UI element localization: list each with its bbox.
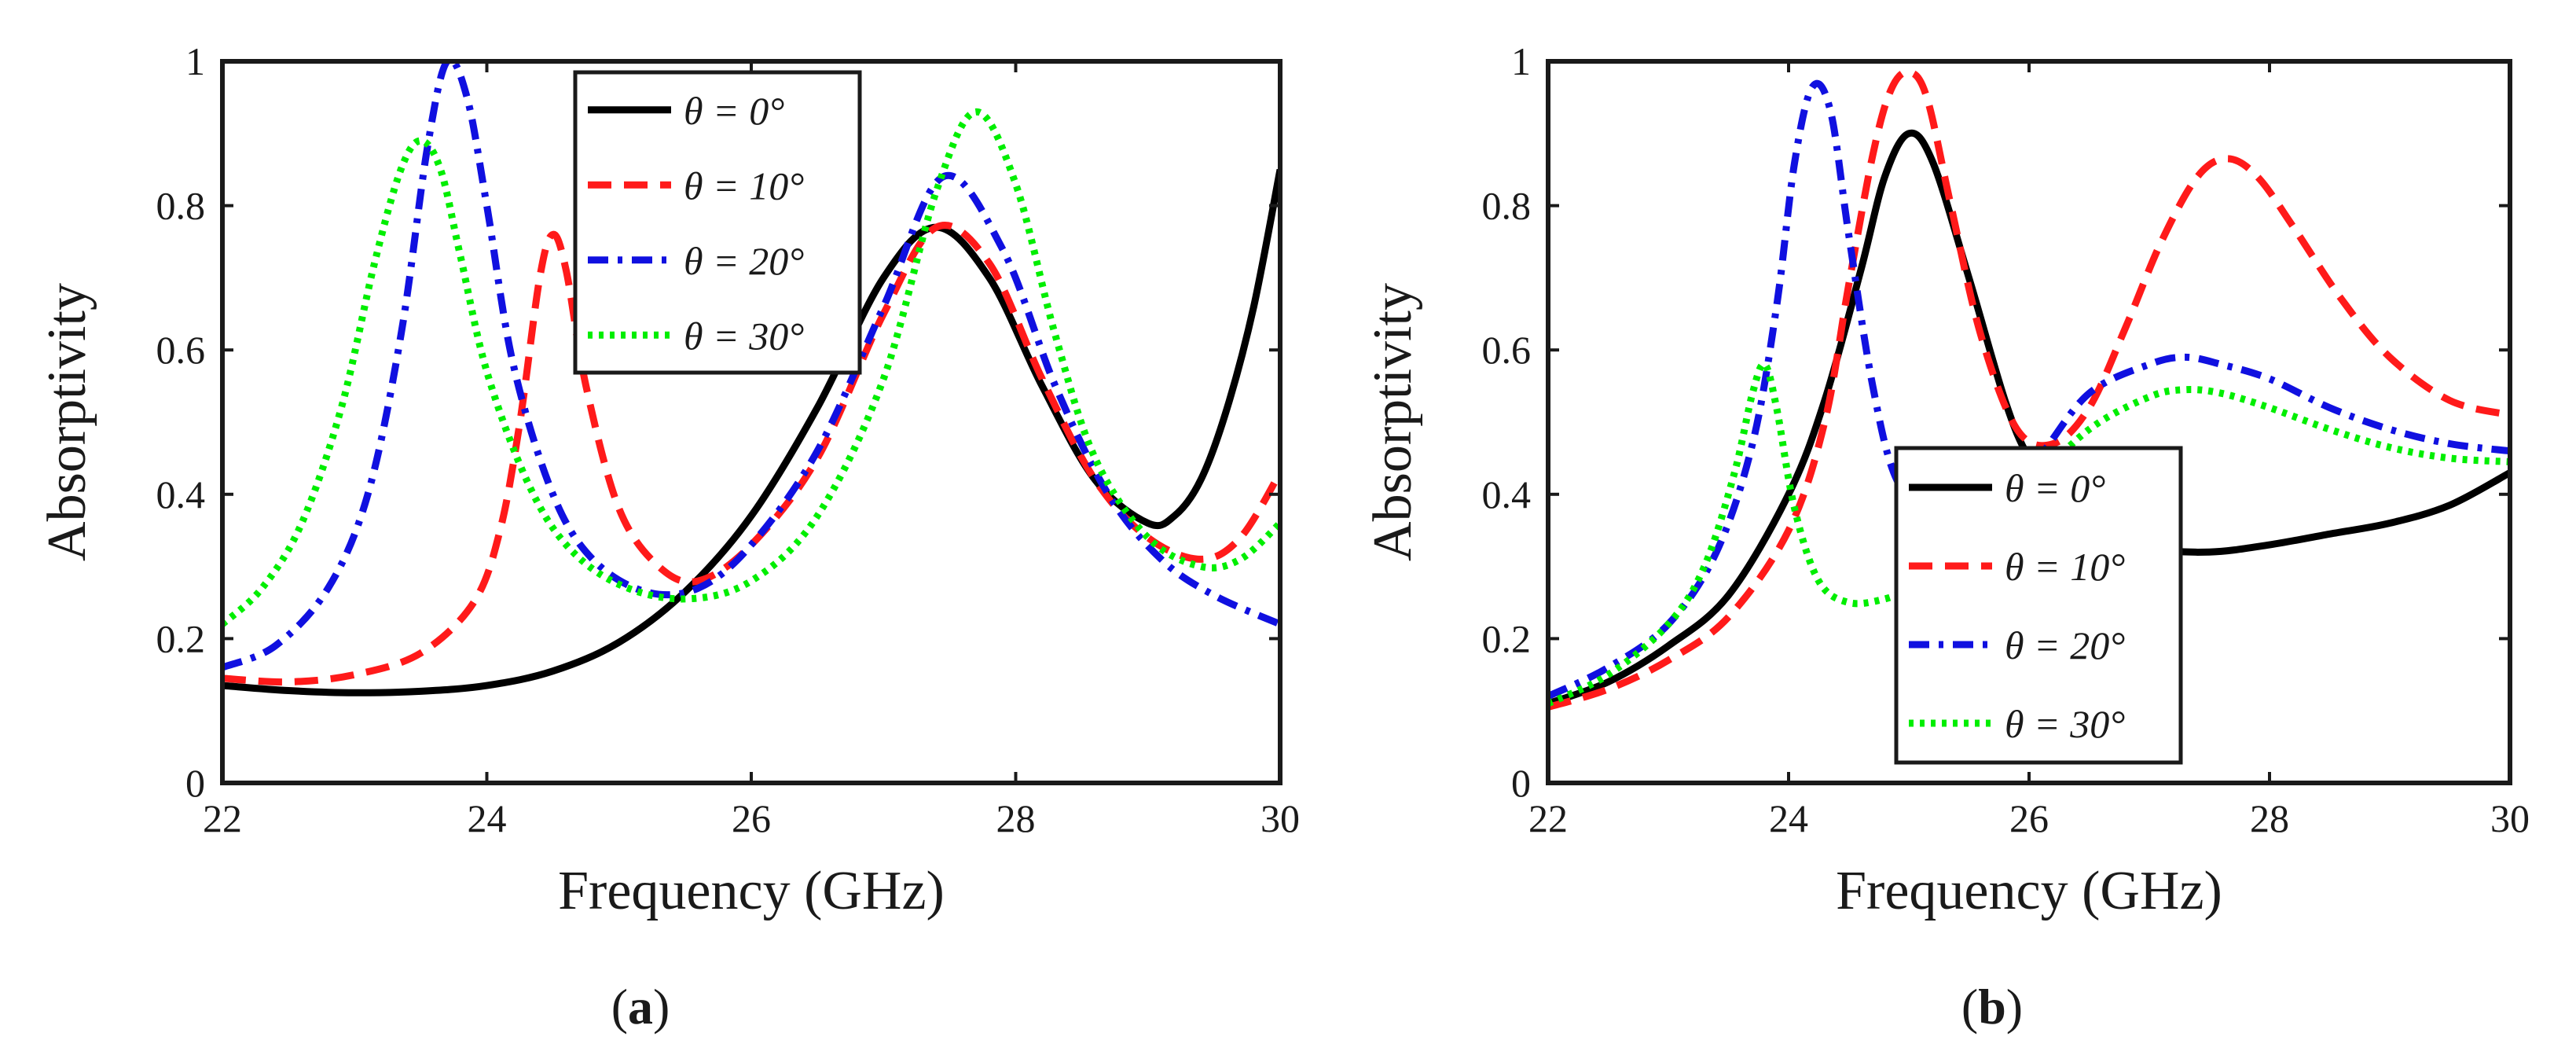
panel-label-open: ( — [1961, 979, 1978, 1034]
x-tick-label: 22 — [203, 796, 242, 840]
x-tick-label: 26 — [732, 796, 771, 840]
panel-label-letter: a — [628, 979, 653, 1034]
y-tick-label: 0.4 — [156, 472, 206, 516]
panel-label-close: ) — [653, 979, 670, 1034]
y-tick-label: 0.2 — [1482, 616, 1532, 660]
legend-label: θ = 30° — [684, 314, 804, 358]
series-line-theta-20 — [222, 61, 1280, 671]
x-axis-title: Frequency (GHz) — [1836, 861, 2222, 921]
x-tick-label: 24 — [1769, 796, 1808, 840]
panel-label-letter: b — [1978, 979, 2006, 1034]
legend-label: θ = 20° — [684, 239, 804, 283]
y-tick-label: 0.2 — [156, 616, 206, 660]
x-tick-label: 28 — [2250, 796, 2289, 840]
legend-label: θ = 30° — [2005, 702, 2125, 746]
legend-box — [573, 70, 862, 375]
y-tick-label: 0.8 — [1482, 184, 1532, 228]
panel-a: 22 24 26 28 30 0 0.2 0.4 0.6 0.8 1 Frequency (GHz) A… — [37, 39, 1300, 1034]
legend-label: θ = 10° — [684, 164, 804, 208]
series-line-theta-20 — [1548, 79, 2510, 700]
y-tick-label: 1 — [185, 39, 205, 83]
y-tick-label: 0.4 — [1482, 472, 1532, 516]
x-tick-label: 30 — [1260, 796, 1300, 840]
y-axis-title: Absorptivity — [37, 283, 97, 561]
series-line-theta-10 — [1548, 68, 2510, 711]
series-group — [222, 61, 1280, 696]
y-tick-label: 0.8 — [156, 184, 206, 228]
panel-label: (b) — [1961, 979, 2023, 1034]
y-tick-label: 1 — [1511, 39, 1531, 83]
x-axis-title: Frequency (GHz) — [558, 861, 945, 921]
legend-box — [1894, 446, 2183, 765]
legend-label: θ = 0° — [2005, 466, 2105, 510]
series-line-theta-10 — [222, 222, 1280, 686]
x-tick-label: 28 — [996, 796, 1036, 840]
series-line-theta-30 — [222, 108, 1280, 627]
legend: θ = 0° θ = 10° θ = 20° θ = 30° — [573, 70, 862, 375]
y-tick-label: 0.6 — [1482, 328, 1532, 372]
x-tick-label: 30 — [2490, 796, 2530, 840]
y-tick-label: 0.6 — [156, 328, 206, 372]
legend-label: θ = 20° — [2005, 623, 2125, 667]
x-tick-label: 26 — [2009, 796, 2049, 840]
panel-label: (a) — [611, 979, 670, 1034]
legend: θ = 0° θ = 10° θ = 20° θ = 30° — [1894, 446, 2183, 765]
x-tick-label: 24 — [468, 796, 507, 840]
series-line-theta-0 — [222, 168, 1280, 696]
panel-b: 22 24 26 28 30 0 0.2 0.4 0.6 0.8 1 Frequency (GHz) A… — [1363, 39, 2530, 1034]
y-tick-label: 0 — [1511, 761, 1531, 805]
panel-label-close: ) — [2006, 979, 2023, 1034]
y-axis-title: Absorptivity — [1363, 283, 1423, 561]
legend-label: θ = 0° — [684, 89, 784, 133]
legend-label: θ = 10° — [2005, 545, 2125, 589]
y-tick-label: 0 — [185, 761, 205, 805]
panel-label-open: ( — [611, 979, 628, 1034]
x-tick-label: 22 — [1528, 796, 1568, 840]
